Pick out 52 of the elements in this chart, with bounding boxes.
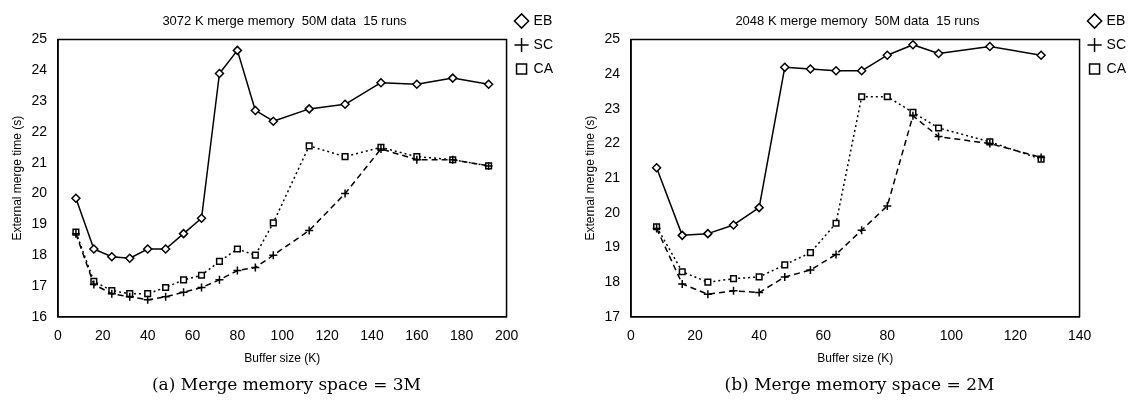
x-axis-title: Buffer size (K) [244,351,321,366]
x-tick-label: 60 [815,327,832,344]
chart-title: 3072 K merge memory 50M data 15 runs [162,13,408,29]
legend-label: EB [1106,11,1126,28]
y-tick-label: 24 [604,65,621,82]
x-tick-label: 200 [494,327,519,344]
y-tick-label: 25 [31,30,48,47]
legend-label: CA [1106,59,1127,76]
y-tick-label: 23 [31,92,48,109]
y-tick-label: 21 [604,169,621,186]
legend-label: CA [533,59,554,76]
legend-label: SC [533,35,553,52]
x-tick-label: 140 [1067,327,1092,344]
x-tick-label: 80 [229,327,246,344]
y-tick-label: 18 [604,273,621,290]
y-tick-label: 21 [31,153,48,170]
y-tick-label: 20 [604,203,621,220]
x-tick-label: 0 [627,327,636,344]
text: (a) Merge memory space = 3M [151,374,422,394]
x-tick-label: 180 [450,327,474,344]
y-tick-label: 17 [604,307,621,324]
x-tick-label: 160 [405,327,429,344]
legend-label: EB [533,11,553,28]
y-tick-label: 22 [31,122,48,139]
y-tick-label: 17 [31,276,48,293]
x-tick-label: 120 [315,327,340,344]
x-tick-label: 0 [54,327,63,344]
x-tick-label: 40 [139,327,156,344]
x-tick-label: 40 [751,327,768,344]
y-tick-label: 19 [604,238,621,255]
x-tick-label: 120 [1003,327,1028,344]
x-tick-label: 20 [95,327,111,344]
x-tick-label: 20 [687,327,704,344]
y-tick-label: 19 [31,215,48,232]
x-tick-label: 100 [270,327,295,344]
x-tick-label: 100 [939,327,964,344]
y-tick-label: 22 [604,134,621,151]
y-tick-label: 16 [31,307,48,324]
y-tick-label: 25 [604,30,621,47]
x-tick-label: 80 [879,327,896,344]
y-tick-label: 18 [31,246,48,263]
y-tick-label: 24 [31,61,48,78]
legend-label: SC [1106,35,1126,52]
x-axis-title: Buffer size (K) [817,351,894,366]
chart-title: 2048 K merge memory 50M data 15 runs [735,13,981,29]
text: (b) Merge memory space = 2M [723,374,996,394]
y-axis-title: External merge time (s) [9,115,24,241]
x-tick-label: 60 [184,327,201,344]
y-axis-title: External merge time (s) [582,115,597,241]
y-tick-label: 20 [31,184,48,201]
y-tick-label: 23 [604,99,621,116]
x-tick-label: 140 [360,327,384,344]
